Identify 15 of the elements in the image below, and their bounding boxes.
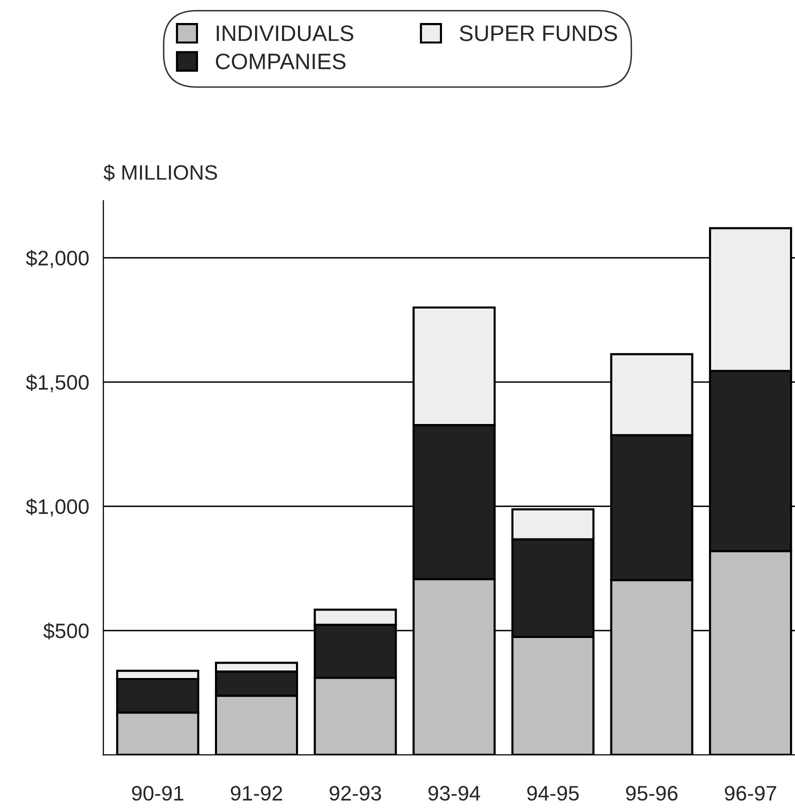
y-tick-label: $1,500 — [26, 374, 89, 392]
x-tick-label: 92-93 — [330, 786, 382, 801]
y-axis-title: $ MILLIONS — [104, 164, 218, 182]
legend-label: COMPANIES — [216, 54, 346, 70]
x-tick-label: 90-91 — [132, 786, 184, 801]
x-tick-label: 95-96 — [626, 786, 678, 801]
y-tick-label: $2,000 — [26, 250, 89, 268]
x-tick-label: 96-97 — [724, 786, 776, 801]
x-tick-label: 93-94 — [428, 786, 480, 801]
x-tick-label: 94-95 — [527, 786, 579, 801]
legend-label: INDIVIDUALS — [216, 25, 354, 42]
x-tick-label: 91-92 — [230, 786, 282, 801]
y-tick-label: $1,000 — [26, 498, 89, 517]
y-tick-label: $500 — [43, 622, 89, 640]
legend-label: SUPER FUNDS — [460, 25, 617, 42]
